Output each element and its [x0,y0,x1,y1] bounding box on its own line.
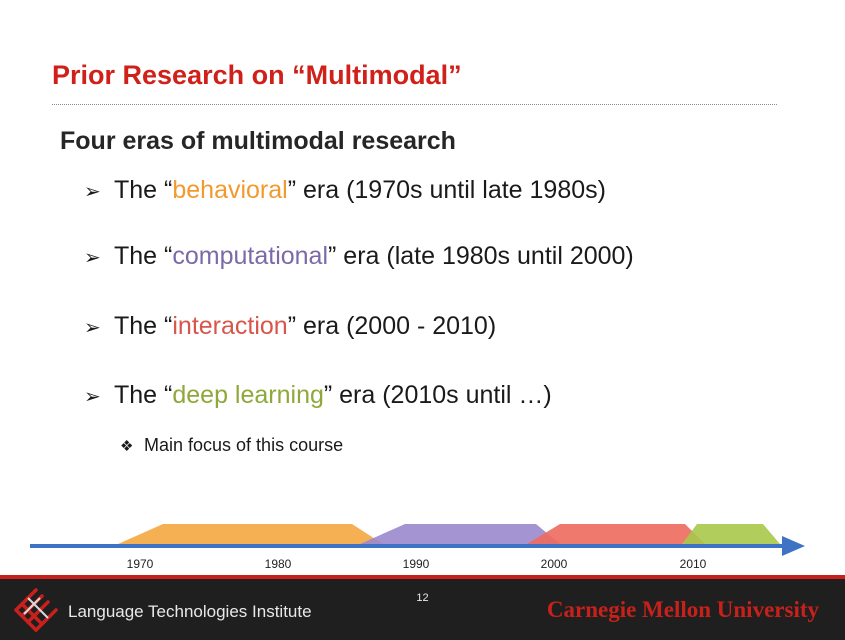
bullet-behavioral: ➢ The “behavioral” era (1970s until late … [84,176,606,204]
diamond-bullet-icon: ❖ [120,438,134,455]
footer-bar: Language Technologies Institute 12 Carne… [0,575,845,640]
tick-label-1990: 1990 [403,557,430,571]
era-term: deep learning [172,381,324,409]
arrow-bullet-icon: ➢ [84,181,101,203]
era-band-deep-learning [682,524,780,544]
tick-label-1980: 1980 [265,557,292,571]
institute-name: Language Technologies Institute [68,602,312,621]
arrow-bullet-icon: ➢ [84,247,101,269]
tick-label-2010: 2010 [680,557,707,571]
era-band-behavioral [118,524,383,544]
era-timeline: 1970 1980 1990 2000 2010 [30,524,805,571]
timeline-arrowhead-icon [782,536,805,556]
tick-label-2000: 2000 [541,557,568,571]
slide-subtitle: Four eras of multimodal research [60,127,456,155]
slide-title: Prior Research on “Multimodal” [52,60,462,90]
era-term: computational [172,242,329,270]
page-number: 12 [416,592,429,604]
era-band-interaction [527,524,705,544]
era-term: behavioral [172,176,288,204]
lti-logo-icon [14,588,58,632]
tick-label-1970: 1970 [127,557,154,571]
title-divider [52,104,777,105]
era-term: interaction [172,312,288,340]
university-wordmark: Carnegie Mellon University [546,597,819,622]
bullet-computational: ➢ The “computational” era (late 1980s unt… [84,242,634,270]
slide: Prior Research on “Multimodal” Four eras… [30,60,805,571]
bullet-deep-learning: ➢ The “deep learning” era (2010s until …) [84,381,552,409]
sub-bullet-course-focus: ❖ Main focus of this course [120,435,344,455]
arrow-bullet-icon: ➢ [84,317,101,339]
bullet-interaction: ➢ The “interaction” era (2000 - 2010) [84,312,497,340]
era-band-computational [360,524,560,544]
arrow-bullet-icon: ➢ [84,386,101,408]
footer-accent-line [0,575,845,579]
